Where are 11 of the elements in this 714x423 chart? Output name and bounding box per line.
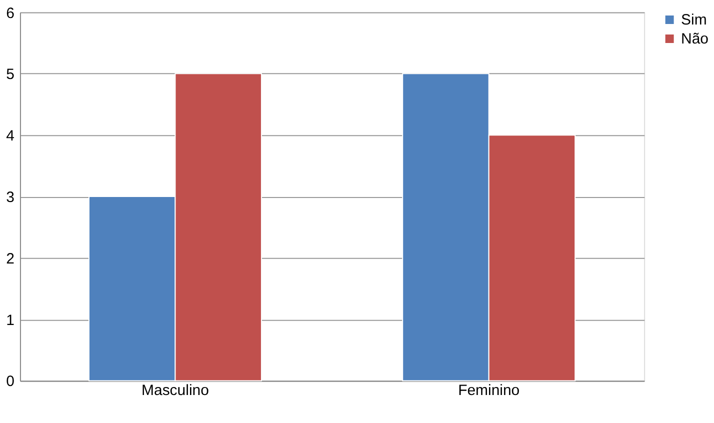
y-tick-label: 5 [6, 66, 14, 84]
legend-label: Sim [681, 12, 707, 29]
y-tick-label: 3 [6, 189, 14, 206]
y-tick-label: 0 [6, 373, 14, 390]
y-tick-label: 6 [6, 4, 14, 22]
legend-label: Não [681, 30, 709, 48]
y-tick-label: 1 [6, 312, 14, 329]
x-tick-label: Feminino [458, 382, 520, 400]
y-tick-label: 2 [6, 250, 14, 268]
y-tick-label: 4 [6, 128, 14, 145]
x-tick-label: Masculino [142, 382, 209, 400]
